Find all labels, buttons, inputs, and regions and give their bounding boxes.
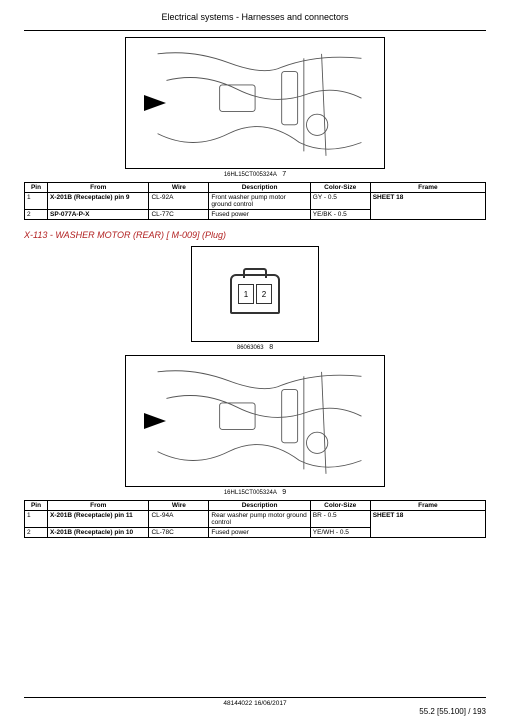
figure-3-number: 9: [282, 489, 286, 496]
figure-1-caption: 16HL15CT005324A 7: [24, 171, 486, 178]
cell-pin: 2: [25, 528, 48, 538]
cell-from: SP-077A-P-X: [48, 210, 149, 220]
header-divider: [24, 30, 486, 31]
figure-2-number: 8: [269, 344, 273, 351]
page-footer: 48144022 16/06/2017 55.2 [55.100] / 193: [24, 697, 486, 716]
table-header-row: Pin From Wire Description Color-Size Fra…: [25, 183, 486, 193]
table-row: 1 X-201B (Receptacle) pin 9 CL-92A Front…: [25, 193, 486, 210]
cell-from: X-201B (Receptacle) pin 11: [48, 511, 149, 528]
th-from: From: [48, 183, 149, 193]
figure-1-number: 7: [282, 171, 286, 178]
th-color: Color-Size: [310, 501, 370, 511]
cell-pin: 1: [25, 193, 48, 210]
th-desc: Description: [209, 501, 310, 511]
pointer-arrow-icon: [144, 95, 166, 111]
cell-wire: CL-78C: [149, 528, 209, 538]
page-header: Electrical systems - Harnesses and conne…: [24, 12, 486, 22]
footer-page-number: 55.2 [55.100] / 193: [24, 707, 486, 716]
th-from: From: [48, 501, 149, 511]
th-desc: Description: [209, 183, 310, 193]
th-frame: Frame: [370, 501, 485, 511]
connector-pin-1: 1: [238, 284, 254, 304]
cell-from: X-201B (Receptacle) pin 10: [48, 528, 149, 538]
th-pin: Pin: [25, 183, 48, 193]
table-row: 1 X-201B (Receptacle) pin 11 CL-94A Rear…: [25, 511, 486, 528]
wiring-sketch-icon: [139, 363, 371, 480]
cell-desc: Fused power: [209, 210, 310, 220]
cell-wire: CL-94A: [149, 511, 209, 528]
cell-wire: CL-77C: [149, 210, 209, 220]
cell-desc: Rear washer pump motor ground control: [209, 511, 310, 528]
cell-desc: Fused power: [209, 528, 310, 538]
cell-color: YE/WH - 0.5: [310, 528, 370, 538]
connector-pin-2: 2: [256, 284, 272, 304]
figure-2: 1 2: [191, 246, 319, 342]
pin-table-2: Pin From Wire Description Color-Size Fra…: [24, 500, 486, 538]
wiring-sketch-icon: [139, 45, 371, 162]
figure-3-code: 16HL15CT005324A: [224, 490, 277, 496]
figure-2-code: 86063063: [237, 345, 264, 351]
table-header-row: Pin From Wire Description Color-Size Fra…: [25, 501, 486, 511]
cell-frame: SHEET 18: [370, 193, 485, 220]
cell-color: GY - 0.5: [310, 193, 370, 210]
cell-color: BR - 0.5: [310, 511, 370, 528]
cell-frame: SHEET 18: [370, 511, 485, 538]
cell-color: YE/BK - 0.5: [310, 210, 370, 220]
cell-wire: CL-92A: [149, 193, 209, 210]
th-frame: Frame: [370, 183, 485, 193]
connector-icon: 1 2: [230, 274, 280, 314]
footer-doc-id: 48144022 16/06/2017: [24, 700, 486, 707]
cell-pin: 1: [25, 511, 48, 528]
pin-table-1: Pin From Wire Description Color-Size Fra…: [24, 182, 486, 220]
figure-3: [125, 355, 385, 487]
figure-1-code: 16HL15CT005324A: [224, 172, 277, 178]
cell-from: X-201B (Receptacle) pin 9: [48, 193, 149, 210]
figure-3-caption: 16HL15CT005324A 9: [24, 489, 486, 496]
th-color: Color-Size: [310, 183, 370, 193]
cell-pin: 2: [25, 210, 48, 220]
th-wire: Wire: [149, 501, 209, 511]
figure-2-caption: 86063063 8: [24, 344, 486, 351]
th-pin: Pin: [25, 501, 48, 511]
cell-desc: Front washer pump motor ground control: [209, 193, 310, 210]
footer-divider: [24, 697, 486, 698]
section-title: X-113 - WASHER MOTOR (REAR) [ M-009] (Pl…: [24, 230, 486, 240]
pointer-arrow-icon: [144, 413, 166, 429]
figure-1: [125, 37, 385, 169]
th-wire: Wire: [149, 183, 209, 193]
